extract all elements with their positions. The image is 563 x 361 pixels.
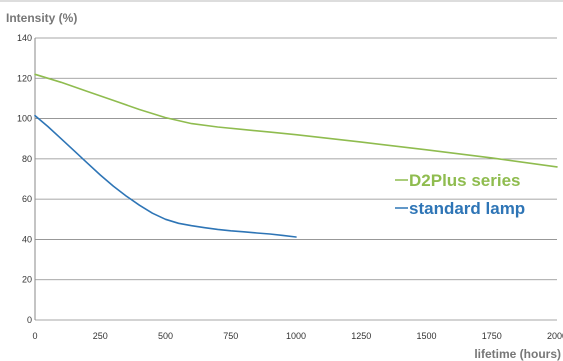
- y-tick-label: 120: [17, 73, 32, 83]
- series-lines: [34, 73, 558, 238]
- x-tick-label: 250: [93, 331, 108, 341]
- x-tick-label: 1250: [351, 331, 371, 341]
- legend-label: D2Plus series: [409, 171, 521, 190]
- x-tick-label: 1000: [286, 331, 306, 341]
- y-tick-label: 140: [17, 33, 32, 43]
- y-tick-label: 0: [27, 315, 32, 325]
- series-line-d2plus: [34, 73, 558, 168]
- series-line-standard-lamp: [34, 114, 297, 238]
- y-tick-label: 20: [22, 275, 32, 285]
- x-tick-label: 1500: [416, 331, 436, 341]
- grid-lines: [35, 37, 557, 321]
- x-tick-label: 0: [32, 331, 37, 341]
- y-tick-label: 80: [22, 154, 32, 164]
- x-tick-labels: 0 250 500 750 1000 1250 1500 1750 2000: [32, 331, 563, 341]
- legend: D2Plus series standard lamp: [395, 171, 525, 218]
- y-axis-title: Intensity (%): [6, 11, 77, 25]
- y-tick-label: 60: [22, 194, 32, 204]
- x-tick-label: 2000: [547, 331, 563, 341]
- y-tick-label: 100: [17, 114, 32, 124]
- x-tick-label: 1750: [482, 331, 502, 341]
- x-tick-label: 500: [158, 331, 173, 341]
- y-tick-label: 40: [22, 234, 32, 244]
- legend-label: standard lamp: [409, 199, 525, 218]
- x-axis-title: lifetime (hours): [474, 347, 561, 361]
- y-tick-labels: 0 20 40 60 80 100 120 140: [17, 33, 32, 325]
- x-tick-label: 750: [223, 331, 238, 341]
